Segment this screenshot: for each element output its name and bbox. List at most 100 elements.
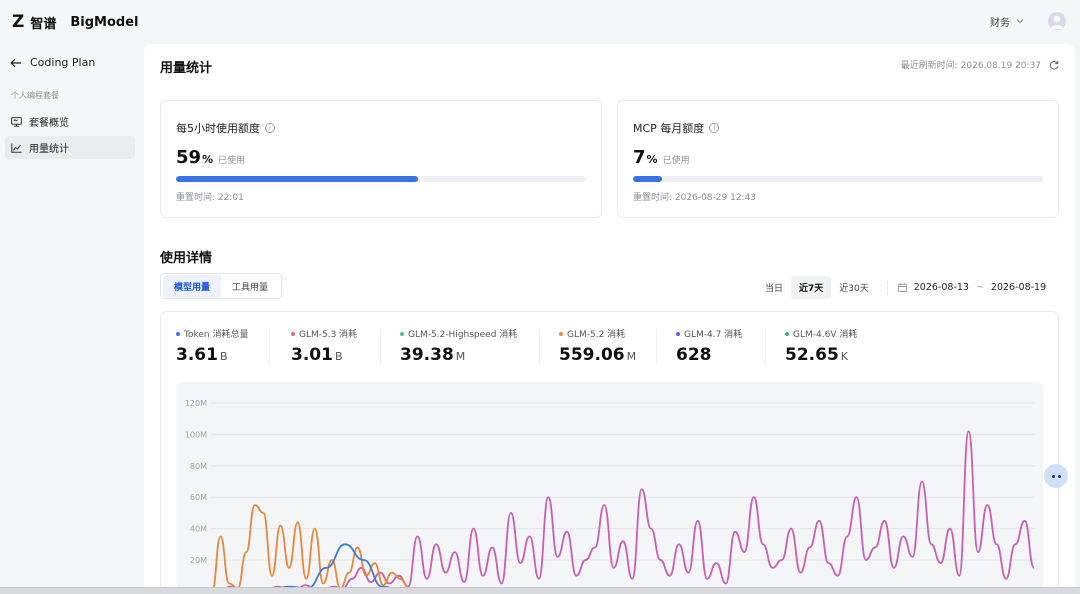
stat-label: GLM-5.3 消耗	[291, 327, 357, 340]
user-menu[interactable]: 财务	[990, 14, 1024, 29]
quota-card-title-text: MCP 每月额度	[633, 122, 705, 135]
quota-reset-time: 22:01	[217, 193, 244, 203]
refresh-text: 最近刷新时间: 2026.08.19 20:37	[901, 58, 1041, 71]
stat-label-text: GLM-5.2-Highspeed 消耗	[408, 330, 518, 340]
date-range-picker[interactable]: 2026-08-13 ~ 2026-08-19	[897, 282, 1046, 293]
sidebar-item-overview[interactable]: 套餐概览	[5, 110, 135, 133]
stat-glm-5-2: GLM-5.2 消耗 559.06 M	[559, 327, 636, 365]
stat-value: 3.01 B	[291, 345, 357, 365]
range-30days[interactable]: 近30天	[839, 284, 869, 294]
series-line	[211, 430, 1035, 591]
quota-card-title: 每5小时使用额度 i	[176, 120, 275, 136]
legend-dot	[176, 331, 180, 336]
top-right-area: 财务	[990, 12, 1066, 30]
quota-progress-fill	[633, 176, 662, 182]
quota-percent-sign: %	[646, 153, 658, 166]
usage-stats-panel: Token 消耗总量 3.61 B GLM-5.3 消耗 3.01 B GLM-5.…	[160, 311, 1059, 594]
refresh-status: 最近刷新时间: 2026.08.19 20:37	[901, 58, 1059, 71]
stat-label-text: Token 消耗总量	[184, 330, 249, 340]
stat-number: 3.01	[291, 345, 333, 365]
stat-token-total: Token 消耗总量 3.61 B	[176, 327, 248, 365]
quota-percent-value: 59	[176, 147, 202, 168]
quota-percent: 59 % 已使用	[176, 147, 245, 168]
quota-progress-bar	[176, 176, 586, 182]
stat-number: 559.06	[559, 345, 625, 365]
quota-card-title-text: 每5小时使用额度	[176, 122, 260, 135]
stat-divider	[765, 329, 766, 365]
page-title: 用量统计	[160, 61, 213, 76]
sidebar-item-usage[interactable]: 用量统计	[5, 136, 135, 159]
tab-tool-usage[interactable]: 工具用量	[232, 282, 269, 293]
range-7days[interactable]: 近7天	[791, 276, 832, 299]
stat-value: 39.38 M	[400, 345, 517, 365]
stat-label: GLM-4.7 消耗	[676, 327, 742, 340]
stat-value: 628	[676, 345, 742, 365]
stat-label-text: GLM-5.3 消耗	[299, 330, 358, 340]
usage-line-chart[interactable]: 120M 100M 80M 60M 40M 20M	[177, 382, 1043, 594]
user-name: 财务	[990, 17, 1010, 29]
legend-dot	[676, 331, 680, 336]
stat-unit: M	[455, 350, 466, 363]
bottom-strip	[0, 587, 1080, 594]
stat-label: GLM-5.2 消耗	[559, 327, 636, 340]
brand-logo[interactable]: Z 智谱 BigModel	[12, 12, 138, 32]
sidebar: Coding Plan 个人编程套餐 套餐概览 用量统计	[0, 44, 144, 594]
y-tick-label: 60M	[190, 493, 207, 502]
stat-divider	[656, 329, 657, 365]
quota-percent: 7 % 已使用	[633, 147, 690, 168]
tab-model-usage[interactable]: 模型用量	[163, 274, 222, 298]
user-avatar-icon	[1051, 15, 1063, 29]
stat-label-text: GLM-5.2 消耗	[567, 330, 626, 340]
quota-progress-fill	[176, 176, 418, 182]
date-start: 2026-08-13	[913, 282, 969, 293]
chevron-down-icon	[1016, 19, 1024, 24]
sidebar-item-label: 套餐概览	[29, 118, 69, 129]
stat-label-text: GLM-4.6V 消耗	[793, 330, 858, 340]
stat-unit: M	[626, 350, 637, 363]
legend-dot	[559, 331, 563, 336]
stat-glm-4-6v: GLM-4.6V 消耗 52.65 K	[785, 327, 857, 365]
stat-divider	[269, 329, 270, 365]
stat-value: 559.06 M	[559, 345, 636, 365]
stat-label: GLM-4.6V 消耗	[785, 327, 857, 340]
avatar[interactable]	[1048, 12, 1066, 30]
chart-icon	[11, 143, 22, 153]
main-panel: 用量统计 最近刷新时间: 2026.08.19 20:37 每5小时使用额度 i…	[144, 44, 1075, 594]
stat-divider	[539, 329, 540, 365]
quota-progress-bar	[633, 176, 1043, 182]
quota-reset-time: 2026-08-29 12:43	[674, 193, 757, 203]
usage-line-chart-svg: 120M 100M 80M 60M 40M 20M	[185, 399, 1035, 593]
stat-unit: K	[840, 350, 848, 363]
y-tick-label: 20M	[190, 556, 207, 565]
zhipu-logo-mark: Z	[12, 12, 25, 32]
assistant-float-button[interactable]	[1044, 464, 1068, 488]
arrow-left-icon	[10, 58, 21, 67]
legend-dot	[400, 331, 404, 336]
quota-reset: 重置时间: 22:01	[176, 190, 244, 203]
info-icon[interactable]: i	[265, 123, 275, 133]
legend-dot	[785, 331, 789, 336]
stat-number: 52.65	[785, 345, 839, 365]
time-range-selector: 当日 近7天 近30天 2026-08-13 ~ 2026-08-19	[757, 276, 1046, 299]
quota-reset-label: 重置时间:	[633, 193, 673, 203]
stat-value: 3.61 B	[176, 345, 248, 365]
y-tick-label: 120M	[185, 399, 207, 408]
quota-used-label: 已使用	[218, 156, 246, 166]
y-tick-label: 40M	[190, 525, 207, 534]
quota-percent-sign: %	[202, 153, 214, 166]
quota-reset: 重置时间: 2026-08-29 12:43	[633, 190, 756, 203]
back-link-label: Coding Plan	[30, 56, 96, 69]
stat-label-text: GLM-4.7 消耗	[684, 330, 743, 340]
range-today[interactable]: 当日	[765, 284, 784, 294]
back-link[interactable]: Coding Plan	[10, 56, 95, 69]
stat-label: GLM-5.2-Highspeed 消耗	[400, 327, 517, 340]
stat-number: 3.61	[176, 345, 218, 365]
refresh-icon[interactable]	[1049, 60, 1059, 70]
quota-card-5h: 每5小时使用额度 i 59 % 已使用 重置时间: 22:01	[160, 100, 602, 218]
info-icon[interactable]: i	[709, 123, 720, 133]
stat-value: 52.65 K	[785, 345, 857, 365]
usage-type-tabs: 模型用量 工具用量	[160, 273, 283, 299]
stat-unit: B	[334, 350, 343, 363]
assistant-eye-icon	[1057, 474, 1061, 478]
range-divider	[886, 280, 888, 295]
